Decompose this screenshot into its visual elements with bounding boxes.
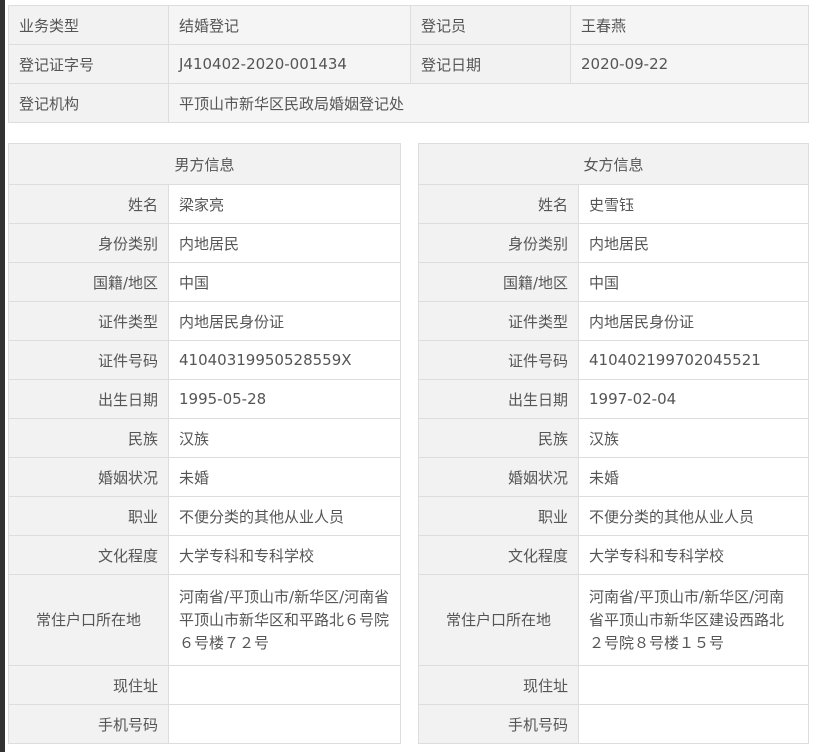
field-label: 现住址 bbox=[8, 665, 169, 705]
field-label: 手机号码 bbox=[8, 704, 169, 744]
table-row: 现住址 bbox=[418, 665, 809, 705]
table-row: 业务类型 结婚登记 登记员 王春燕 bbox=[8, 5, 809, 45]
field-value: 中国 bbox=[168, 262, 401, 302]
table-row: 登记机构 平顶山市新华区民政局婚姻登记处 bbox=[8, 83, 809, 123]
field-value: 史雪钰 bbox=[578, 184, 809, 224]
field-value: 内地居民身份证 bbox=[168, 301, 401, 341]
business-type-value: 结婚登记 bbox=[168, 5, 411, 45]
field-label: 常住户口所在地 bbox=[8, 574, 169, 666]
field-label: 证件类型 bbox=[8, 301, 169, 341]
field-label: 民族 bbox=[418, 418, 579, 458]
table-row: 婚姻状况 未婚 bbox=[8, 457, 401, 497]
table-row: 常住户口所在地 河南省/平顶山市/新华区/河南省平顶山市新华区建设西路北２号院８号… bbox=[418, 574, 809, 666]
table-row: 文化程度 大学专科和专科学校 bbox=[418, 535, 809, 575]
field-value: 1995-05-28 bbox=[168, 379, 401, 419]
field-label: 常住户口所在地 bbox=[418, 574, 579, 666]
field-value: 河南省/平顶山市/新华区/河南省平顶山市新华区和平路北６号院６号楼７２号 bbox=[168, 574, 401, 666]
field-label: 职业 bbox=[418, 496, 579, 536]
field-label: 证件类型 bbox=[418, 301, 579, 341]
table-row: 婚姻状况 未婚 bbox=[418, 457, 809, 497]
field-label: 婚姻状况 bbox=[8, 457, 169, 497]
field-value: 内地居民 bbox=[578, 223, 809, 263]
table-row: 国籍/地区 中国 bbox=[8, 262, 401, 302]
table-row: 证件类型 内地居民身份证 bbox=[8, 301, 401, 341]
table-row: 民族 汉族 bbox=[8, 418, 401, 458]
table-row: 出生日期 1995-05-28 bbox=[8, 379, 401, 419]
date-label: 登记日期 bbox=[410, 44, 571, 84]
field-label: 国籍/地区 bbox=[8, 262, 169, 302]
registrar-value: 王春燕 bbox=[570, 5, 809, 45]
table-row: 姓名 梁家亮 bbox=[8, 184, 401, 224]
field-label: 出生日期 bbox=[8, 379, 169, 419]
field-value bbox=[578, 704, 809, 744]
office-label: 登记机构 bbox=[8, 83, 169, 123]
table-row: 国籍/地区 中国 bbox=[418, 262, 809, 302]
field-label: 国籍/地区 bbox=[418, 262, 579, 302]
field-value bbox=[578, 665, 809, 705]
field-label: 出生日期 bbox=[418, 379, 579, 419]
table-row: 职业 不便分类的其他从业人员 bbox=[418, 496, 809, 536]
field-label: 证件号码 bbox=[418, 340, 579, 380]
date-value: 2020-09-22 bbox=[570, 44, 809, 84]
field-label: 身份类别 bbox=[8, 223, 169, 263]
field-value: 未婚 bbox=[168, 457, 401, 497]
field-label: 现住址 bbox=[418, 665, 579, 705]
cert-no-label: 登记证字号 bbox=[8, 44, 169, 84]
field-value: 不便分类的其他从业人员 bbox=[168, 496, 401, 536]
male-info-title: 男方信息 bbox=[8, 143, 401, 185]
field-value: 不便分类的其他从业人员 bbox=[578, 496, 809, 536]
table-row: 现住址 bbox=[8, 665, 401, 705]
registration-table: 业务类型 结婚登记 登记员 王春燕 登记证字号 J410402-2020-001… bbox=[8, 5, 809, 123]
field-value: 内地居民身份证 bbox=[578, 301, 809, 341]
field-label: 文化程度 bbox=[418, 535, 579, 575]
field-value: 大学专科和专科学校 bbox=[168, 535, 401, 575]
table-row: 出生日期 1997-02-04 bbox=[418, 379, 809, 419]
field-value bbox=[168, 704, 401, 744]
field-value: 河南省/平顶山市/新华区/河南省平顶山市新华区建设西路北２号院８号楼１５号 bbox=[578, 574, 809, 666]
field-label: 文化程度 bbox=[8, 535, 169, 575]
field-value: 梁家亮 bbox=[168, 184, 401, 224]
table-row: 文化程度 大学专科和专科学校 bbox=[8, 535, 401, 575]
field-value: 未婚 bbox=[578, 457, 809, 497]
table-row: 登记证字号 J410402-2020-001434 登记日期 2020-09-2… bbox=[8, 44, 809, 84]
field-label: 职业 bbox=[8, 496, 169, 536]
field-value: 中国 bbox=[578, 262, 809, 302]
registrar-label: 登记员 bbox=[410, 5, 571, 45]
cert-no-value: J410402-2020-001434 bbox=[168, 44, 411, 84]
field-value: 汉族 bbox=[168, 418, 401, 458]
field-label: 民族 bbox=[8, 418, 169, 458]
table-row: 证件号码 41040319950528559X bbox=[8, 340, 401, 380]
field-value: 汉族 bbox=[578, 418, 809, 458]
field-label: 身份类别 bbox=[418, 223, 579, 263]
table-row: 证件类型 内地居民身份证 bbox=[418, 301, 809, 341]
office-value: 平顶山市新华区民政局婚姻登记处 bbox=[168, 83, 809, 123]
table-row: 手机号码 bbox=[418, 704, 809, 744]
female-info-title: 女方信息 bbox=[418, 143, 809, 185]
business-type-label: 业务类型 bbox=[8, 5, 169, 45]
table-row: 常住户口所在地 河南省/平顶山市/新华区/河南省平顶山市新华区和平路北６号院６号楼… bbox=[8, 574, 401, 666]
field-value: 1997-02-04 bbox=[578, 379, 809, 419]
table-row: 证件号码 410402199702045521 bbox=[418, 340, 809, 380]
field-value bbox=[168, 665, 401, 705]
table-row: 身份类别 内地居民 bbox=[8, 223, 401, 263]
female-info-table: 女方信息 姓名 史雪钰 身份类别 内地居民 国籍/地区 中国 证件类型 内地居民身份证 证件号码… bbox=[418, 143, 809, 744]
field-label: 婚姻状况 bbox=[418, 457, 579, 497]
window-edge bbox=[0, 0, 5, 752]
field-label: 手机号码 bbox=[418, 704, 579, 744]
table-row: 身份类别 内地居民 bbox=[418, 223, 809, 263]
table-row: 手机号码 bbox=[8, 704, 401, 744]
field-value: 内地居民 bbox=[168, 223, 401, 263]
table-row: 民族 汉族 bbox=[418, 418, 809, 458]
field-value: 410402199702045521 bbox=[578, 340, 809, 380]
male-info-table: 男方信息 姓名 梁家亮 身份类别 内地居民 国籍/地区 中国 证件类型 内地居民身份证 证件号码… bbox=[8, 143, 401, 744]
field-value: 大学专科和专科学校 bbox=[578, 535, 809, 575]
field-value: 41040319950528559X bbox=[168, 340, 401, 380]
field-label: 姓名 bbox=[418, 184, 579, 224]
table-row: 职业 不便分类的其他从业人员 bbox=[8, 496, 401, 536]
table-row: 姓名 史雪钰 bbox=[418, 184, 809, 224]
field-label: 证件号码 bbox=[8, 340, 169, 380]
field-label: 姓名 bbox=[8, 184, 169, 224]
